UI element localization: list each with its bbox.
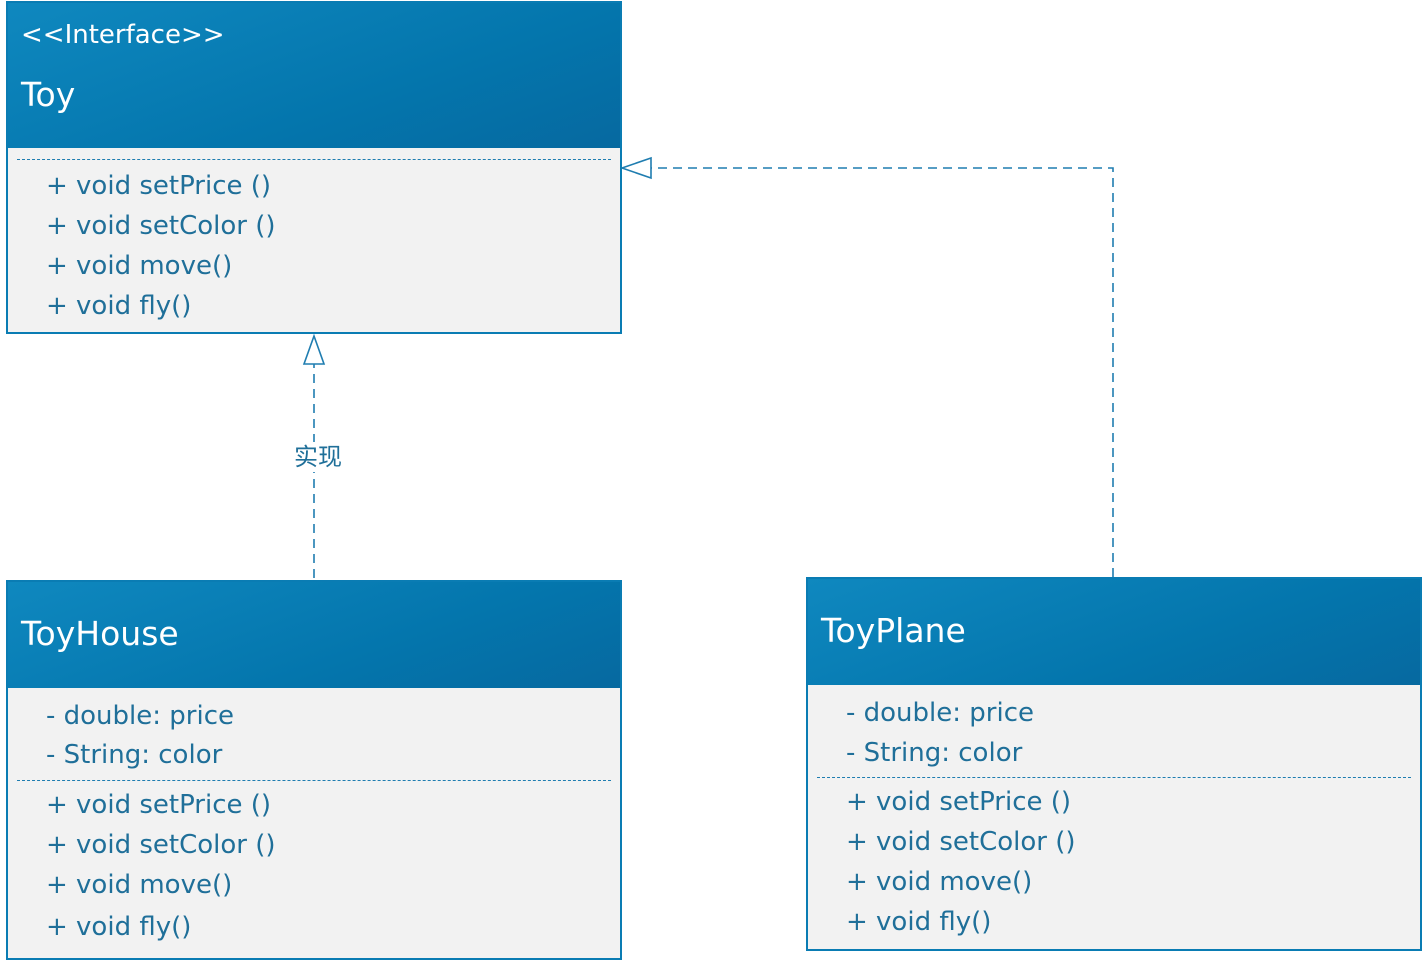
- toyhouse-method-move: + void move(): [46, 870, 233, 900]
- house-realization-arrowhead: [302, 333, 326, 365]
- toy-stereotype: <<Interface>>: [21, 20, 225, 50]
- toyplane-method-fly: + void fly(): [846, 907, 992, 937]
- toyhouse-class-name: ToyHouse: [21, 614, 179, 653]
- toy-method-fly: + void fly(): [46, 291, 192, 321]
- toyhouse-attr-price: - double: price: [46, 701, 234, 731]
- toyhouse-attr-color: - String: color: [46, 740, 223, 770]
- toyplane-header: ToyPlane: [808, 579, 1420, 685]
- toyhouse-class-box[interactable]: ToyHouse - double: price - String: color…: [6, 580, 622, 960]
- toy-header: <<Interface>> Toy: [8, 3, 620, 148]
- toyplane-attr-price: - double: price: [846, 698, 1034, 728]
- toy-method-set-price: + void setPrice (): [46, 171, 272, 201]
- toyplane-method-move: + void move(): [846, 867, 1033, 897]
- toyplane-divider: [817, 777, 1411, 778]
- toy-class-name: Toy: [21, 75, 76, 114]
- toyhouse-method-fly: + void fly(): [46, 912, 192, 942]
- toyhouse-header: ToyHouse: [8, 582, 620, 688]
- plane-realization-line[interactable]: [651, 167, 1114, 577]
- toyplane-class-box[interactable]: ToyPlane - double: price - String: color…: [806, 577, 1422, 951]
- toyplane-attr-color: - String: color: [846, 738, 1023, 768]
- realization-label: 实现: [292, 442, 344, 472]
- toy-interface-box[interactable]: <<Interface>> Toy + void setPrice () + v…: [6, 1, 622, 334]
- toyhouse-method-set-color: + void setColor (): [46, 830, 276, 860]
- toyhouse-method-set-price: + void setPrice (): [46, 790, 272, 820]
- toyplane-method-set-color: + void setColor (): [846, 827, 1076, 857]
- toy-method-set-color: + void setColor (): [46, 211, 276, 241]
- toyhouse-divider: [17, 780, 611, 781]
- toyplane-method-set-price: + void setPrice (): [846, 787, 1072, 817]
- toyplane-class-name: ToyPlane: [821, 611, 966, 650]
- plane-realization-arrowhead: [619, 156, 652, 180]
- toy-method-move: + void move(): [46, 251, 233, 281]
- toy-divider: [17, 159, 611, 160]
